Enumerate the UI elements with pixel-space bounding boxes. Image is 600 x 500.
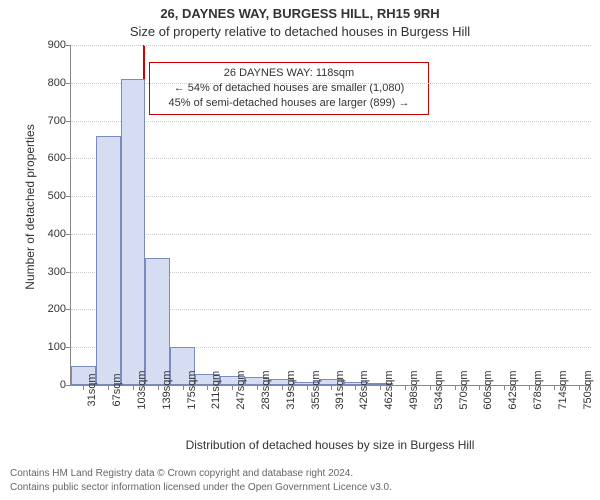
- xtick-label: 570sqm: [458, 370, 470, 409]
- xtick-mark: [479, 385, 480, 390]
- ytick-label: 400: [26, 228, 66, 240]
- ytick-mark: [66, 385, 71, 386]
- xtick-label: 175sqm: [186, 370, 198, 409]
- xtick-label: 391sqm: [334, 370, 346, 409]
- gridline: [71, 158, 591, 159]
- xtick-label: 139sqm: [161, 370, 173, 409]
- xtick-mark: [504, 385, 505, 390]
- xtick-label: 355sqm: [310, 370, 322, 409]
- gridline: [71, 45, 591, 46]
- ytick-label: 800: [26, 77, 66, 89]
- xtick-label: 498sqm: [408, 370, 420, 409]
- xtick-mark: [405, 385, 406, 390]
- xtick-mark: [108, 385, 109, 390]
- histogram-bar: [96, 136, 121, 385]
- ytick-label: 0: [26, 379, 66, 391]
- gridline: [71, 83, 591, 84]
- xtick-mark: [529, 385, 530, 390]
- xtick-label: 750sqm: [582, 370, 594, 409]
- histogram-bar: [145, 258, 170, 385]
- chart-title-line2: Size of property relative to detached ho…: [0, 24, 600, 39]
- footer-line1: Contains HM Land Registry data © Crown c…: [10, 467, 590, 481]
- ytick-mark: [66, 234, 71, 235]
- ytick-mark: [66, 347, 71, 348]
- ytick-label: 900: [26, 39, 66, 51]
- footer-line2: Contains public sector information licen…: [10, 481, 590, 495]
- annotation-box: 26 DAYNES WAY: 118sqm ← 54% of detached …: [149, 62, 429, 115]
- xtick-label: 247sqm: [235, 370, 247, 409]
- xtick-mark: [430, 385, 431, 390]
- xtick-label: 714sqm: [557, 370, 569, 409]
- ytick-mark: [66, 272, 71, 273]
- chart-container: 26, DAYNES WAY, BURGESS HILL, RH15 9RH S…: [0, 0, 600, 500]
- footer: Contains HM Land Registry data © Crown c…: [10, 467, 590, 494]
- xtick-mark: [355, 385, 356, 390]
- xtick-mark: [183, 385, 184, 390]
- x-axis-label: Distribution of detached houses by size …: [70, 438, 590, 452]
- xtick-mark: [579, 385, 580, 390]
- xtick-label: 103sqm: [136, 370, 148, 409]
- xtick-mark: [282, 385, 283, 390]
- xtick-label: 426sqm: [358, 370, 370, 409]
- xtick-label: 678sqm: [532, 370, 544, 409]
- xtick-label: 31sqm: [86, 373, 98, 406]
- ytick-label: 500: [26, 190, 66, 202]
- ytick-mark: [66, 158, 71, 159]
- ytick-mark: [66, 45, 71, 46]
- xtick-mark: [455, 385, 456, 390]
- xtick-mark: [133, 385, 134, 390]
- histogram-bar: [121, 79, 146, 385]
- xtick-label: 211sqm: [210, 371, 222, 409]
- ytick-label: 100: [26, 341, 66, 353]
- xtick-label: 283sqm: [260, 370, 272, 409]
- ytick-mark: [66, 309, 71, 310]
- xtick-label: 606sqm: [482, 370, 494, 409]
- xtick-mark: [331, 385, 332, 390]
- annotation-line3: 45% of semi-detached houses are larger (…: [156, 96, 422, 111]
- ytick-mark: [66, 196, 71, 197]
- ytick-mark: [66, 83, 71, 84]
- xtick-label: 67sqm: [111, 373, 123, 406]
- chart-title-line1: 26, DAYNES WAY, BURGESS HILL, RH15 9RH: [0, 6, 600, 21]
- xtick-mark: [232, 385, 233, 390]
- xtick-mark: [554, 385, 555, 390]
- gridline: [71, 121, 591, 122]
- xtick-label: 534sqm: [433, 370, 445, 409]
- ytick-mark: [66, 121, 71, 122]
- plot-area: 26 DAYNES WAY: 118sqm ← 54% of detached …: [70, 45, 591, 386]
- xtick-mark: [207, 385, 208, 390]
- gridline: [71, 196, 591, 197]
- xtick-label: 319sqm: [285, 370, 297, 409]
- ytick-label: 600: [26, 152, 66, 164]
- gridline: [71, 234, 591, 235]
- xtick-label: 462sqm: [383, 370, 395, 409]
- xtick-mark: [83, 385, 84, 390]
- xtick-mark: [307, 385, 308, 390]
- ytick-label: 700: [26, 115, 66, 127]
- xtick-label: 642sqm: [507, 370, 519, 409]
- ytick-label: 200: [26, 303, 66, 315]
- xtick-mark: [257, 385, 258, 390]
- ytick-label: 300: [26, 266, 66, 278]
- xtick-mark: [158, 385, 159, 390]
- xtick-mark: [380, 385, 381, 390]
- annotation-line1: 26 DAYNES WAY: 118sqm: [156, 66, 422, 81]
